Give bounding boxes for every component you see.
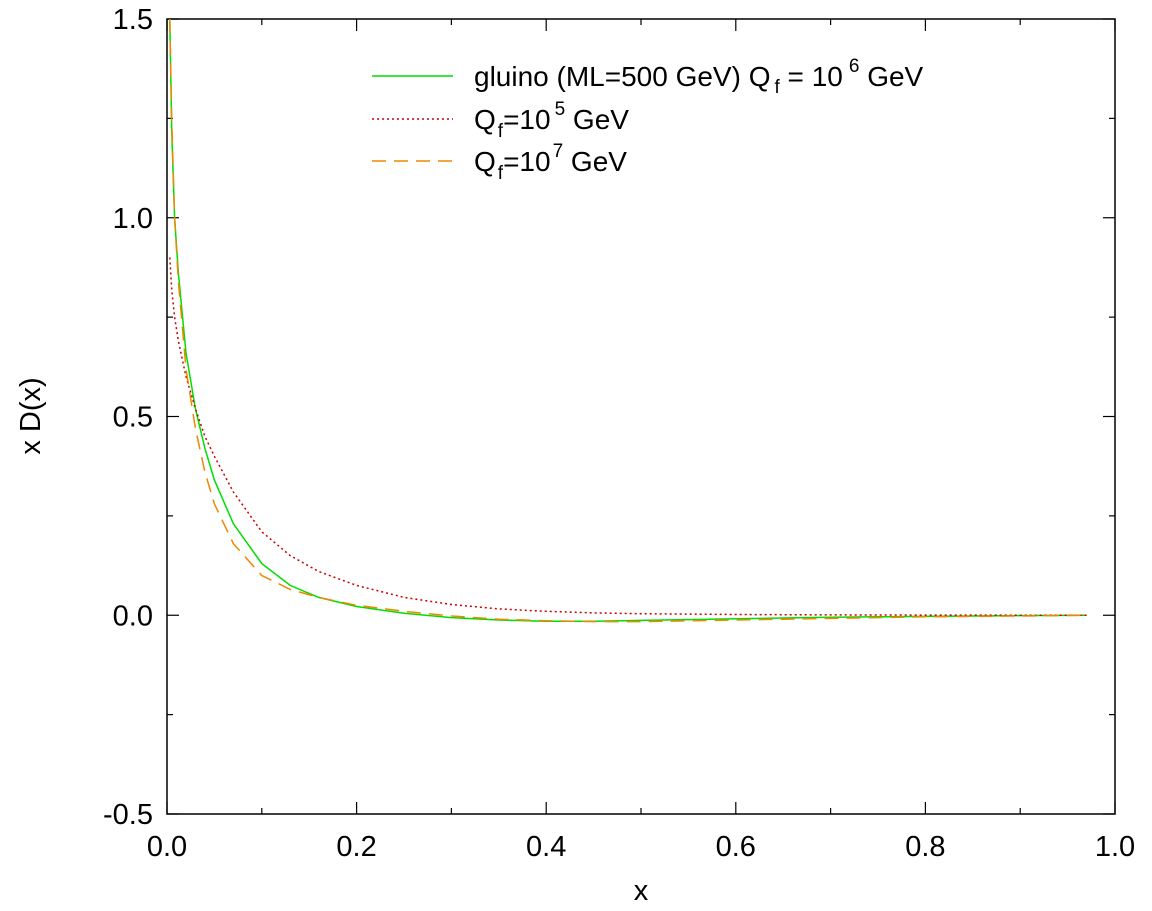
- y-tick-label: -0.5: [103, 799, 153, 831]
- x-tick-label: 0.0: [147, 831, 187, 863]
- y-tick-label: 0.0: [113, 600, 153, 632]
- y-axis-title: x D(x): [15, 377, 47, 454]
- x-tick-label: 0.4: [526, 831, 566, 863]
- x-tick-label: 0.6: [716, 831, 756, 863]
- plot-frame: [166, 18, 1116, 815]
- x-tick-label: 0.8: [905, 831, 945, 863]
- ticks: [166, 18, 1116, 815]
- x-axis-title: x: [634, 875, 649, 907]
- y-tick-label: 1.5: [113, 4, 153, 36]
- series-line-3: [169, 18, 1087, 623]
- series-lines: [169, 18, 1087, 623]
- tick-labels: 0.0 0.2 0.4 0.6 0.8 1.0-0.50.00.51.01.5: [103, 4, 1135, 863]
- series-line-2: [169, 257, 1087, 617]
- y-tick-label: 0.5: [113, 402, 153, 434]
- x-tick-label: 0.2: [336, 831, 376, 863]
- x-tick-label: 1.0: [1095, 831, 1135, 863]
- y-tick-label: 1.0: [113, 203, 153, 235]
- series-line-1: [169, 18, 1087, 622]
